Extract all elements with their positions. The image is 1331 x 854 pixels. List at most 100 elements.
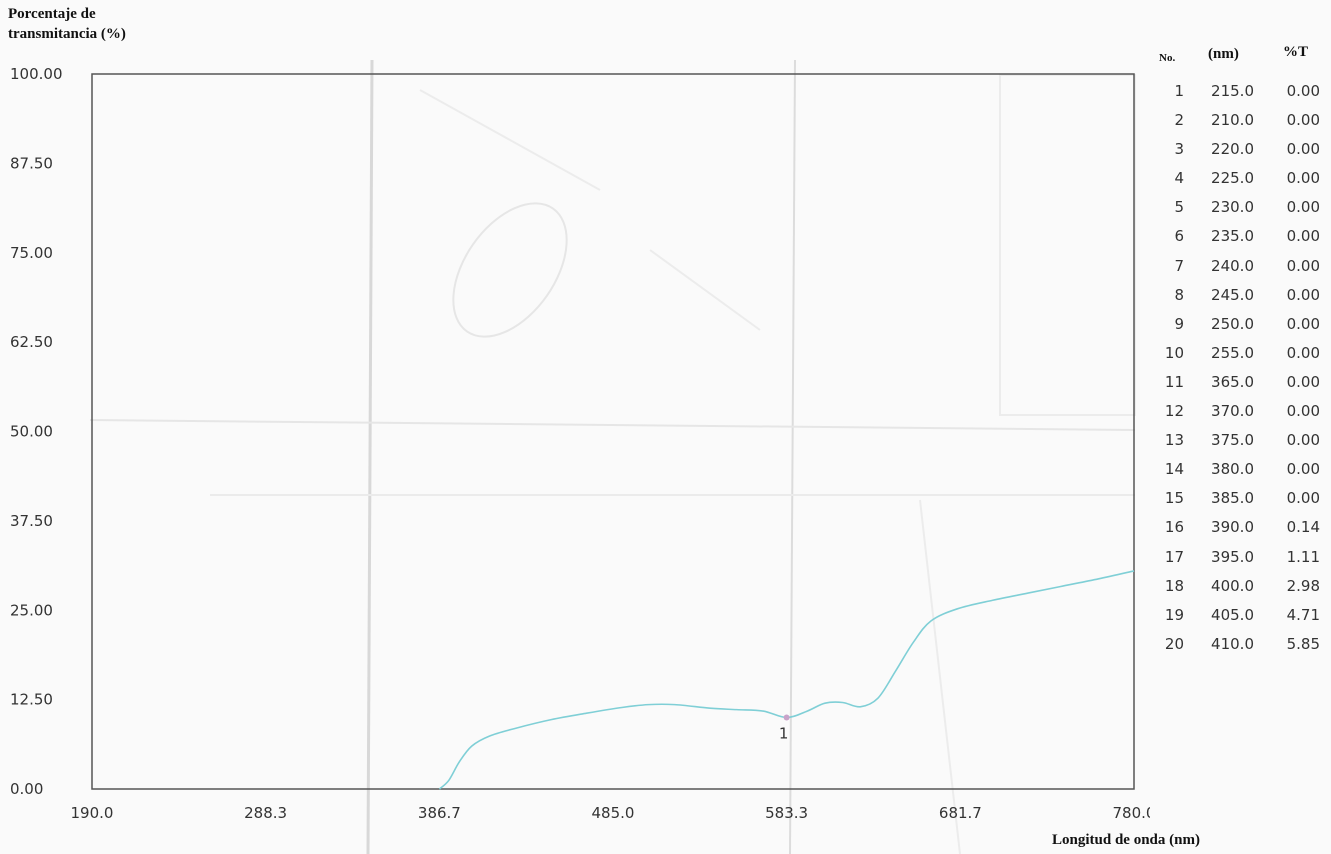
table-header-wavelength: (nm) <box>1208 46 1239 62</box>
row-transmittance: 0.00 <box>1286 82 1320 100</box>
row-wavelength: 255.0 <box>1211 343 1254 362</box>
table-row: 10 255.0 0.00 <box>1150 340 1330 369</box>
row-number: 18 <box>1164 576 1184 595</box>
x-tick-label: 288.3 <box>244 804 287 822</box>
row-transmittance: 0.00 <box>1286 402 1320 421</box>
table-row: 15 385.0 0.00 <box>1150 485 1330 514</box>
row-transmittance: 0.00 <box>1286 343 1320 362</box>
row-wavelength: 235.0 <box>1211 227 1254 246</box>
row-transmittance: 0.00 <box>1286 285 1320 304</box>
row-transmittance: 0.00 <box>1286 111 1320 130</box>
row-wavelength: 380.0 <box>1211 460 1254 479</box>
row-transmittance: 0.00 <box>1286 140 1320 159</box>
transmittance-curve <box>438 570 1135 790</box>
row-number: 16 <box>1164 518 1184 537</box>
row-number: 20 <box>1164 634 1184 653</box>
row-transmittance: 0.00 <box>1286 198 1320 217</box>
y-axis-title-line2: transmitancia (%) <box>8 26 126 42</box>
x-tick-label: 386.7 <box>418 804 461 822</box>
y-tick-label: 25.00 <box>10 601 53 619</box>
y-axis-title-line1: Porcentaje de <box>8 6 96 22</box>
row-number: 5 <box>1174 198 1184 217</box>
row-transmittance: 0.00 <box>1286 489 1320 508</box>
table-row: 19 405.0 4.71 <box>1150 602 1330 631</box>
x-axis-title: Longitud de onda (nm) <box>1052 832 1200 848</box>
row-wavelength: 385.0 <box>1211 489 1254 508</box>
peak-marker <box>783 714 790 721</box>
table-header-transmittance: %T <box>1283 44 1309 60</box>
row-transmittance: 5.85 <box>1286 634 1320 653</box>
table-row: 13 375.0 0.00 <box>1150 427 1330 456</box>
table-row: 6 235.0 0.00 <box>1150 223 1330 252</box>
y-tick-label: 37.50 <box>10 512 53 530</box>
row-number: 9 <box>1174 314 1184 333</box>
x-tick-label: 583.3 <box>765 804 808 822</box>
row-transmittance: 0.14 <box>1286 518 1320 537</box>
row-wavelength: 400.0 <box>1211 576 1254 595</box>
row-number: 13 <box>1164 431 1184 450</box>
y-tick-label: 50.00 <box>10 423 53 441</box>
x-tick-label: 485.0 <box>592 804 635 822</box>
row-number: 4 <box>1174 169 1184 188</box>
row-wavelength: 395.0 <box>1211 547 1254 566</box>
row-transmittance: 0.00 <box>1286 431 1320 450</box>
row-wavelength: 245.0 <box>1211 285 1254 304</box>
row-number: 3 <box>1174 140 1184 159</box>
row-wavelength: 390.0 <box>1211 518 1254 537</box>
y-tick-label: 75.00 <box>10 244 53 262</box>
table-row: 12 370.0 0.00 <box>1150 398 1330 427</box>
table-row: 1 215.0 0.00 <box>1150 78 1330 107</box>
row-transmittance: 0.00 <box>1286 169 1320 188</box>
row-transmittance: 2.98 <box>1286 576 1320 595</box>
row-number: 14 <box>1164 460 1184 479</box>
table-row: 3 220.0 0.00 <box>1150 136 1330 165</box>
y-tick-label: 62.50 <box>10 333 53 351</box>
row-wavelength: 230.0 <box>1211 198 1254 217</box>
table-row: 9 250.0 0.00 <box>1150 311 1330 340</box>
table-row: 11 365.0 0.00 <box>1150 369 1330 398</box>
plot-frame <box>91 73 1135 790</box>
row-wavelength: 220.0 <box>1211 140 1254 159</box>
row-transmittance: 0.00 <box>1286 256 1320 275</box>
row-transmittance: 0.00 <box>1286 227 1320 246</box>
row-number: 7 <box>1174 256 1184 275</box>
row-transmittance: 0.00 <box>1286 314 1320 333</box>
row-number: 8 <box>1174 285 1184 304</box>
row-wavelength: 225.0 <box>1211 169 1254 188</box>
peak-marker-label: 1 <box>779 725 789 743</box>
y-tick-label: 87.50 <box>10 154 53 172</box>
row-wavelength: 250.0 <box>1211 314 1254 333</box>
row-transmittance: 0.00 <box>1286 460 1320 479</box>
row-transmittance: 1.11 <box>1286 547 1320 566</box>
table-row: 17 395.0 1.11 <box>1150 544 1330 573</box>
row-wavelength: 375.0 <box>1211 431 1254 450</box>
row-number: 1 <box>1174 82 1184 100</box>
row-wavelength: 365.0 <box>1211 372 1254 391</box>
row-transmittance: 0.00 <box>1286 372 1320 391</box>
row-number: 17 <box>1164 547 1184 566</box>
row-number: 12 <box>1164 402 1184 421</box>
table-row: 16 390.0 0.14 <box>1150 514 1330 543</box>
x-tick-labels: 190.0 288.3 386.7 485.0 583.3 681.7 780.0 <box>71 804 1150 822</box>
y-tick-label: 0.00 <box>10 780 43 798</box>
x-tick-label: 681.7 <box>939 804 982 822</box>
x-tick-label: 780.0 <box>1113 804 1150 822</box>
table-row: 20 410.0 5.85 <box>1150 631 1330 660</box>
table-row: 18 400.0 2.98 <box>1150 573 1330 602</box>
table-row: 14 380.0 0.00 <box>1150 456 1330 485</box>
row-number: 19 <box>1164 605 1184 624</box>
row-wavelength: 410.0 <box>1211 634 1254 653</box>
table-row: 4 225.0 0.00 <box>1150 165 1330 194</box>
y-tick-label: 100.00 <box>10 65 63 83</box>
row-wavelength: 405.0 <box>1211 605 1254 624</box>
row-number: 6 <box>1174 227 1184 246</box>
y-tick-labels: 0.00 12.50 25.00 37.50 50.00 62.50 75.00 87.50 1… <box>10 65 63 798</box>
row-number: 11 <box>1164 372 1184 391</box>
row-wavelength: 240.0 <box>1211 256 1254 275</box>
row-wavelength: 210.0 <box>1211 111 1254 130</box>
table-row: 5 230.0 0.00 <box>1150 194 1330 223</box>
row-wavelength: 215.0 <box>1211 82 1254 100</box>
row-wavelength: 370.0 <box>1211 402 1254 421</box>
row-transmittance: 4.71 <box>1286 605 1320 624</box>
